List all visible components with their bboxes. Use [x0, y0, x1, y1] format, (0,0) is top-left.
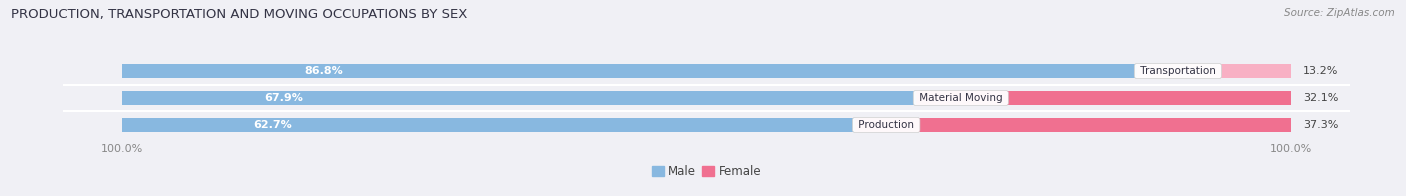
Bar — [122, 118, 1291, 132]
Text: 32.1%: 32.1% — [1303, 93, 1339, 103]
Text: Material Moving: Material Moving — [915, 93, 1005, 103]
Text: 62.7%: 62.7% — [253, 120, 292, 130]
Bar — [915, 91, 1291, 105]
Text: 67.9%: 67.9% — [264, 93, 304, 103]
Text: Transportation: Transportation — [1137, 66, 1219, 76]
Bar — [122, 118, 855, 132]
Text: Production: Production — [855, 120, 917, 130]
Bar — [855, 118, 1291, 132]
Legend: Male, Female: Male, Female — [647, 160, 766, 183]
Bar — [122, 64, 1291, 78]
Text: 86.8%: 86.8% — [305, 66, 343, 76]
Text: PRODUCTION, TRANSPORTATION AND MOVING OCCUPATIONS BY SEX: PRODUCTION, TRANSPORTATION AND MOVING OC… — [11, 8, 468, 21]
Bar — [1137, 64, 1291, 78]
Text: Source: ZipAtlas.com: Source: ZipAtlas.com — [1284, 8, 1395, 18]
Text: 13.2%: 13.2% — [1303, 66, 1339, 76]
Text: 37.3%: 37.3% — [1303, 120, 1339, 130]
Bar — [122, 64, 1137, 78]
Bar — [122, 91, 1291, 105]
Bar — [122, 91, 915, 105]
